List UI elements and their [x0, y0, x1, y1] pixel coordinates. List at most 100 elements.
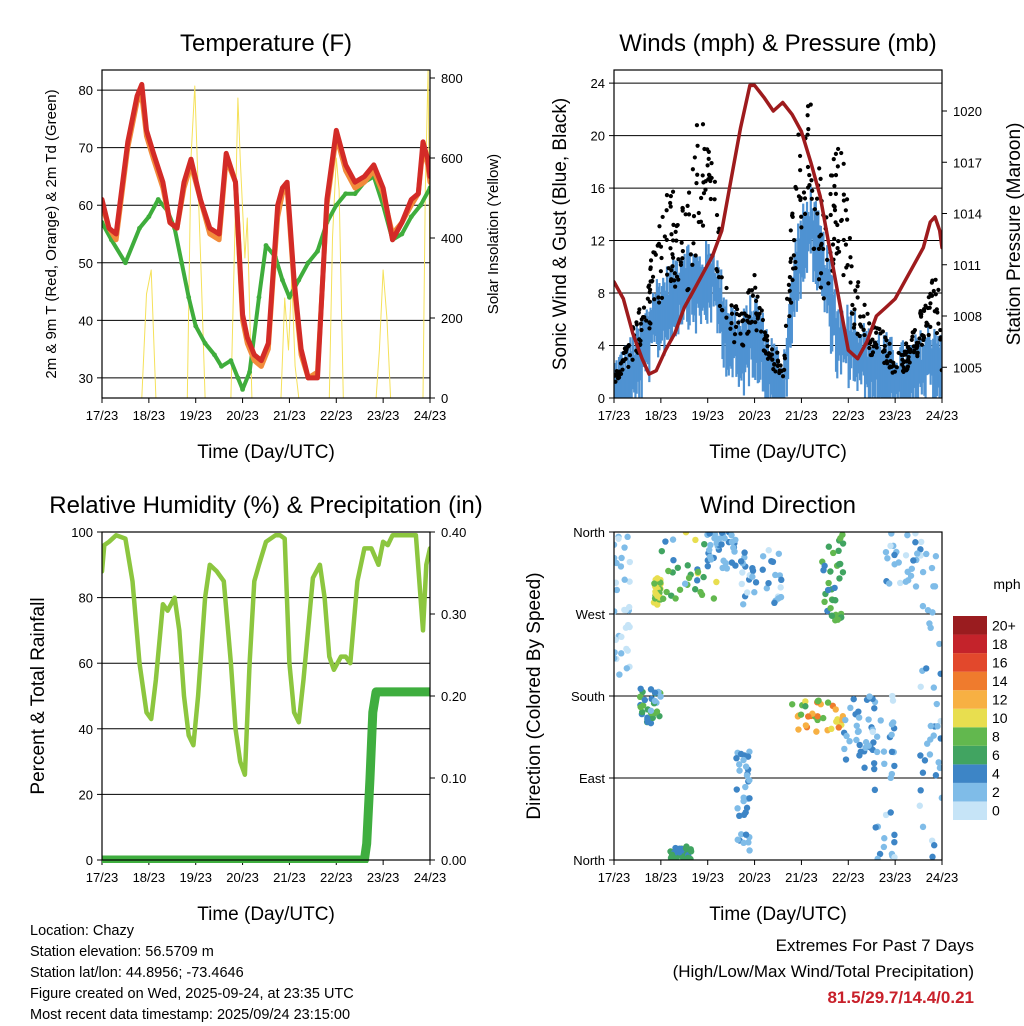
winds-gust-point-133	[753, 285, 758, 290]
winds-xtick-label-3: 20/23	[738, 408, 771, 423]
winds-gust-point-445	[855, 331, 860, 336]
winds-gust-point-127	[787, 314, 792, 319]
colorbar-label-0: 0	[992, 803, 1000, 819]
temp-ytick-label-1: 40	[79, 313, 93, 328]
winds-gust-point-481	[700, 173, 705, 178]
winds-gust-point-360	[623, 349, 628, 355]
wdir-point-427	[895, 559, 902, 566]
wdir-point-113	[676, 586, 684, 593]
winds-gust-point-394	[931, 288, 936, 294]
wdir-point-165	[687, 848, 695, 855]
winds-gust-point-365	[821, 296, 826, 301]
wdir-point-472	[934, 723, 941, 730]
chart-temperature: 17/23 18/23 19/23 20/23 21/23 22/23 23/23 24/23…	[43, 30, 502, 463]
wdir-point-14	[621, 576, 628, 583]
rh-y2tick-label-2: 0.20	[441, 689, 466, 704]
winds-gust-point-459	[762, 349, 768, 354]
rh-xtick-label-3: 20/23	[226, 870, 259, 885]
winds-xtick-label-7: 24/23	[926, 408, 959, 423]
wdir-point-457	[916, 802, 923, 809]
temp-td-point-13	[219, 363, 224, 369]
wdir-point-33	[614, 541, 618, 548]
winds-gust-point-358	[662, 234, 667, 239]
winds-gust-point-248	[686, 286, 691, 292]
wdir-point-249	[733, 754, 740, 762]
winds-gust-point-380	[890, 370, 895, 375]
wdir-point-380	[873, 748, 881, 756]
winds-gust-point-209	[919, 342, 925, 347]
winds-gust-point-476	[706, 177, 711, 182]
winds-gust-point-519	[802, 211, 808, 217]
wdir-point-105	[658, 547, 666, 555]
winds-gust-point-287	[809, 178, 814, 183]
wdir-point-409	[932, 553, 940, 560]
winds-gust-point-492	[924, 323, 929, 328]
colorbar-swatch-9	[953, 634, 987, 654]
wdir-point-110	[685, 574, 693, 582]
wdir-point-396	[888, 731, 895, 738]
wdir-point-401	[880, 843, 888, 851]
wdir-point-393	[871, 765, 878, 773]
wdir-point-362	[870, 760, 878, 767]
winds-gust-point-490	[703, 187, 708, 192]
extremes-box: Extremes For Past 7 Days (High/Low/Max W…	[673, 933, 974, 1011]
wdir-point-452	[933, 700, 940, 708]
winds-gust-point-73	[690, 262, 695, 267]
wdir-point-168	[675, 846, 682, 853]
wdir-point-13	[618, 554, 625, 562]
winds-gust-point-378	[674, 238, 679, 243]
wdir-xtick-label-4: 21/23	[785, 870, 818, 885]
winds-gust-point-284	[755, 294, 760, 299]
winds-gust-point-337	[818, 176, 823, 181]
winds-gust-point-301	[912, 348, 917, 353]
station-info: Location: Chazy Station elevation: 56.57…	[30, 921, 354, 1026]
winds-gust-point-315	[638, 342, 643, 347]
winds-gust-point-35	[936, 287, 941, 292]
wdir-point-434	[912, 583, 920, 590]
winds-gust-point-76	[848, 280, 853, 285]
winds-ylabel: Sonic Wind & Gust (Blue, Black)	[550, 98, 571, 370]
wdir-point-5	[614, 649, 618, 656]
wdir-point-225	[738, 580, 745, 588]
wdir-point-61	[657, 693, 664, 700]
winds-gust-point-395	[841, 237, 846, 243]
winds-gust-point-375	[765, 344, 770, 349]
winds-gust-point-452	[617, 369, 622, 374]
winds-gust-point-353	[909, 337, 914, 343]
wdir-point-32	[622, 624, 630, 631]
winds-series-group	[614, 83, 942, 398]
winds-gust-point-218	[849, 264, 854, 269]
wdir-point-62	[644, 718, 651, 726]
wdir-point-257	[745, 839, 752, 846]
temp-y2label: Solar Insolation (Yellow)	[485, 154, 502, 314]
wdir-point-169	[668, 851, 676, 859]
temp-td-point-18	[256, 294, 262, 300]
wdir-point-197	[732, 562, 739, 569]
wdir-point-239	[738, 831, 745, 838]
wdir-point-432	[887, 542, 894, 550]
colorbar-swatch-8	[953, 653, 987, 672]
colorbar-label-3: 6	[992, 747, 1000, 763]
temp-td-point-24	[305, 260, 311, 266]
winds-gust-point-306	[638, 321, 644, 326]
winds-gust-point-431	[733, 324, 739, 329]
winds-gust-point-141	[709, 161, 714, 166]
winds-gust-point-385	[862, 302, 867, 307]
winds-gust-point-16	[904, 341, 909, 346]
winds-gust-point-216	[783, 323, 789, 328]
winds-gust-point-473	[845, 262, 850, 268]
wdir-point-260	[736, 767, 743, 774]
winds-gust-point-312	[923, 303, 928, 308]
winds-gust-point-58	[755, 316, 760, 321]
winds-gust-point-37	[926, 332, 931, 338]
rh-xtick-label-6: 23/23	[367, 870, 400, 885]
wdir-point-453	[917, 752, 924, 759]
winds-gust-point-91	[790, 266, 796, 271]
temp-xtick-label-7: 24/23	[414, 408, 447, 423]
winds-gust-point-468	[793, 184, 798, 190]
colorbar-label-1: 2	[992, 784, 1000, 800]
winds-gust-point-314	[630, 357, 635, 362]
winds-gust-point-461	[809, 196, 814, 201]
colorbar-swatch-4	[953, 727, 987, 746]
winds-gust-point-398	[664, 237, 669, 242]
